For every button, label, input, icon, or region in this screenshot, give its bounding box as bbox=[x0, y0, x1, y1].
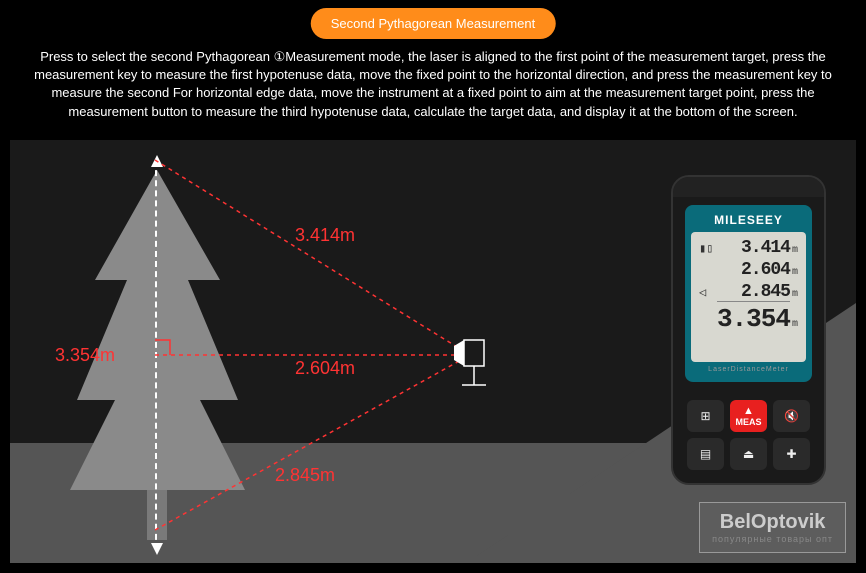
description-text: Press to select the second Pythagorean ①… bbox=[20, 48, 846, 121]
bottom-hypotenuse-label: 2.845m bbox=[275, 465, 335, 486]
watermark-subtitle: популярные товары опт bbox=[712, 534, 833, 544]
device-screen: ▮▯ 3.414m 2.604m ◁ 2.845m 3.354m bbox=[691, 232, 806, 362]
result-height-label: 3.354m bbox=[55, 345, 115, 366]
reading-2-value: 2.604 bbox=[741, 260, 790, 280]
screen-row-1: ▮▯ 3.414m bbox=[699, 238, 798, 258]
ref-button[interactable]: ▤ bbox=[687, 438, 724, 470]
up-button[interactable]: ⏏ bbox=[730, 438, 767, 470]
reading-1-unit: m bbox=[792, 245, 798, 256]
diagram-area: 3.414m 2.604m 2.845m 3.354m MILESEEY ▮▯ … bbox=[10, 140, 856, 563]
meas-button[interactable]: ▲ MEAS bbox=[730, 400, 767, 432]
arrow-up-icon bbox=[151, 155, 163, 167]
top-hypotenuse-label: 3.414m bbox=[295, 225, 355, 246]
device-button-grid: ⊞ ▲ MEAS 🔇 ▤ ⏏ ✚ bbox=[673, 390, 824, 480]
device-brand: MILESEEY bbox=[691, 211, 806, 232]
screen-row-2: 2.604m bbox=[699, 260, 798, 280]
screen-row-4: 3.354m bbox=[699, 304, 798, 334]
angle-icon: ◁ bbox=[699, 285, 715, 300]
header-badge: Second Pythagorean Measurement bbox=[311, 8, 556, 39]
horizontal-label: 2.604m bbox=[295, 358, 355, 379]
reading-3-unit: m bbox=[792, 289, 798, 300]
reading-4-unit: m bbox=[792, 319, 798, 330]
watermark-title: BelOptovik bbox=[712, 511, 833, 534]
height-dashed-line bbox=[155, 160, 157, 550]
screen-row-3: ◁ 2.845m bbox=[699, 282, 798, 302]
reading-3-value: 2.845 bbox=[741, 282, 790, 302]
watermark: BelOptovik популярные товары опт bbox=[699, 502, 846, 553]
meas-button-label: MEAS bbox=[735, 417, 761, 427]
battery-icon: ▮▯ bbox=[699, 241, 715, 256]
reading-1-value: 3.414 bbox=[741, 238, 790, 258]
device-screen-frame: MILESEEY ▮▯ 3.414m 2.604m ◁ 2.845m 3.354… bbox=[685, 205, 812, 382]
plus-button[interactable]: ✚ bbox=[773, 438, 810, 470]
laser-device: MILESEEY ▮▯ 3.414m 2.604m ◁ 2.845m 3.354… bbox=[671, 175, 826, 485]
reading-2-unit: m bbox=[792, 267, 798, 278]
device-top-bezel bbox=[673, 177, 824, 197]
mute-button[interactable]: 🔇 bbox=[773, 400, 810, 432]
device-sublabel: LaserDistanceMeter bbox=[691, 362, 806, 375]
grid-button[interactable]: ⊞ bbox=[687, 400, 724, 432]
reading-4-value: 3.354 bbox=[717, 301, 790, 334]
arrow-down-icon bbox=[151, 543, 163, 555]
device-accent-line bbox=[695, 375, 802, 376]
